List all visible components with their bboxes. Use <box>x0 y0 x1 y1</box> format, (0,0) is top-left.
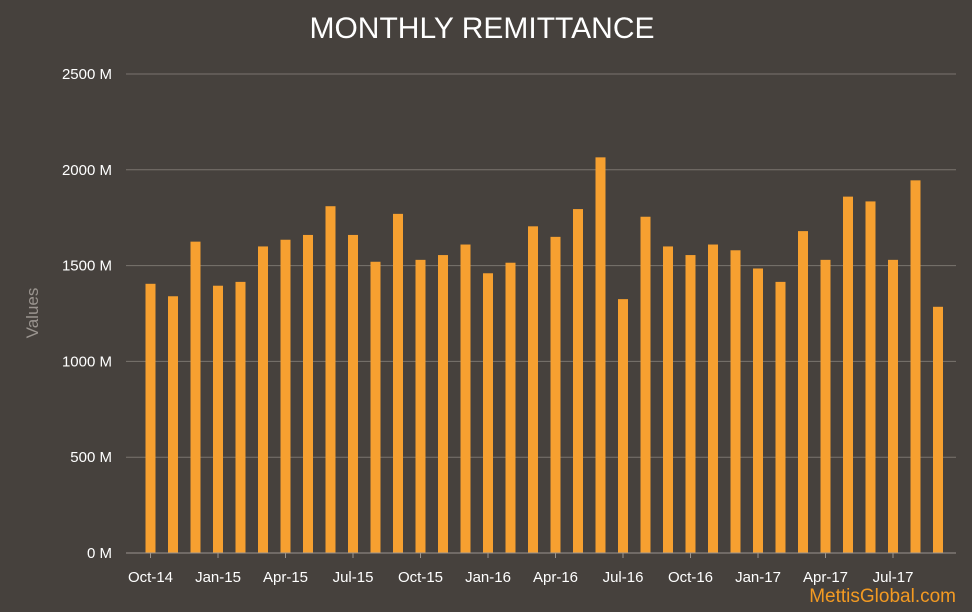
x-tick-label: Jan-16 <box>465 569 511 586</box>
x-ticks: Oct-14 Jan-15 Apr-15 Jul-15 Oct-15 Jan-16 Apr-… <box>128 553 913 586</box>
y-tick-label: 1000 M <box>62 353 112 370</box>
bar <box>460 244 471 554</box>
bar <box>730 250 741 553</box>
x-tick-label: Apr-16 <box>533 569 578 586</box>
bar <box>685 255 696 553</box>
bar <box>168 296 178 553</box>
bar <box>753 268 763 553</box>
bar <box>258 246 268 553</box>
bar <box>550 236 561 554</box>
bar <box>640 216 651 553</box>
bar <box>573 209 583 553</box>
chart-title: MONTHLY REMITTANCE <box>309 12 654 45</box>
bar <box>325 206 336 554</box>
x-tick-label: Oct-15 <box>398 569 443 586</box>
bar <box>820 259 831 553</box>
bar <box>618 299 628 553</box>
bar <box>865 201 876 553</box>
bar <box>415 259 426 553</box>
bar <box>595 157 606 553</box>
bar <box>438 255 448 553</box>
bar <box>663 246 673 553</box>
bar <box>303 234 313 553</box>
y-tick-label: 1500 M <box>62 258 112 275</box>
bar <box>393 213 403 554</box>
bar <box>708 244 718 554</box>
watermark: MettisGlobal.com <box>809 586 956 607</box>
bar <box>775 281 786 553</box>
bar <box>933 306 943 553</box>
x-tick-label: Jul-15 <box>333 569 374 586</box>
y-tick-label: 0 M <box>87 545 112 562</box>
x-tick-label: Apr-15 <box>263 569 308 586</box>
bar <box>505 262 516 553</box>
bar <box>483 273 493 553</box>
bars <box>145 157 943 554</box>
bar <box>888 259 898 553</box>
x-tick-label: Oct-16 <box>668 569 713 586</box>
y-tick-label: 2000 M <box>62 162 112 179</box>
bar <box>145 283 156 553</box>
bar <box>843 196 853 553</box>
y-tick-label: 500 M <box>70 449 112 466</box>
x-tick-label: Jan-17 <box>735 569 781 586</box>
bar <box>528 226 538 553</box>
x-tick-label: Oct-14 <box>128 569 173 586</box>
y-tick-label: 2500 M <box>62 66 112 83</box>
bar <box>280 239 291 553</box>
y-tick-labels: 0 M 500 M 1000 M 1500 M 2000 M 2500 M <box>62 66 112 562</box>
x-tick-label: Jul-17 <box>873 569 914 586</box>
bar <box>348 234 358 553</box>
bar <box>798 231 808 553</box>
y-axis-label: Values <box>23 288 42 339</box>
x-tick-label: Jul-16 <box>603 569 644 586</box>
bar <box>190 241 201 553</box>
bar <box>213 285 223 553</box>
bar <box>910 180 921 553</box>
gridlines <box>126 73 956 458</box>
bar <box>235 281 246 553</box>
x-tick-label: Apr-17 <box>803 569 848 586</box>
bar <box>370 261 381 553</box>
x-tick-label: Jan-15 <box>195 569 241 586</box>
